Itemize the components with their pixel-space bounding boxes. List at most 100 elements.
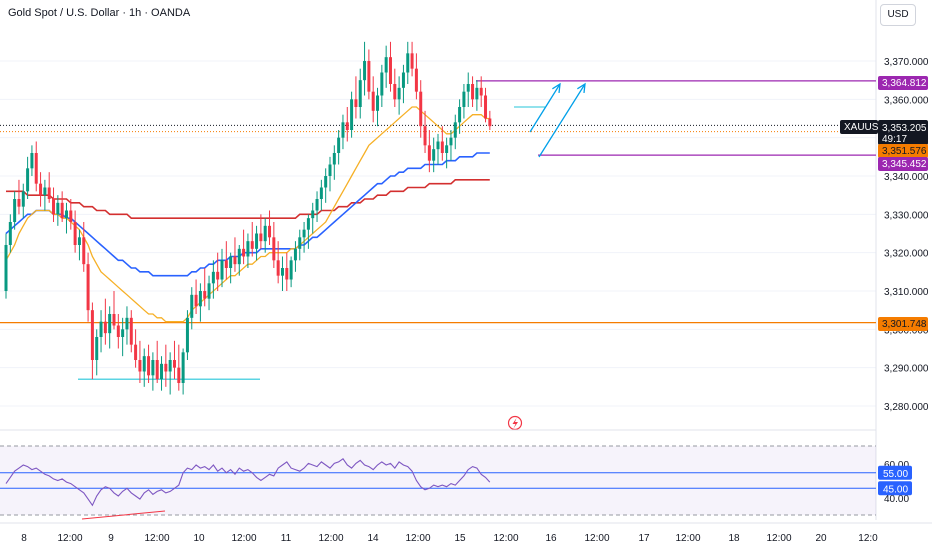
candle-body <box>198 290 202 307</box>
candle-body <box>484 95 488 119</box>
candle <box>488 110 492 130</box>
candle <box>298 229 302 261</box>
candle-body <box>168 359 172 372</box>
candle <box>401 64 405 104</box>
candle <box>17 179 21 215</box>
candle <box>250 221 254 257</box>
candle-body <box>77 237 81 245</box>
candle <box>8 214 12 253</box>
candle <box>479 76 483 107</box>
time-tick-label: 17 <box>638 533 650 544</box>
candle <box>285 252 289 291</box>
candle <box>475 80 479 111</box>
candle <box>112 290 116 330</box>
candle <box>47 172 51 203</box>
candle <box>77 229 81 261</box>
price-tick-label: 3,280.000 <box>884 402 929 413</box>
candle <box>168 352 172 395</box>
candle-body <box>151 359 155 376</box>
candle-body <box>47 187 51 199</box>
candle-body <box>354 99 358 107</box>
candle <box>99 310 103 353</box>
candle-body <box>13 198 17 222</box>
candle-body <box>73 221 77 245</box>
candle <box>332 145 336 180</box>
candle-body <box>406 53 410 73</box>
candle <box>440 126 444 161</box>
candle-body <box>388 57 392 84</box>
candle <box>363 41 367 96</box>
time-tick-label: 12:00 <box>584 533 609 544</box>
candle <box>276 241 280 284</box>
rsi-band <box>0 446 876 515</box>
candle-body <box>268 225 272 238</box>
candle-body <box>423 126 427 146</box>
candle <box>350 91 354 138</box>
candle <box>216 252 220 291</box>
candle <box>203 267 207 307</box>
time-tick-label: 12:00 <box>318 533 343 544</box>
price-tick-label: 3,320.000 <box>884 249 929 260</box>
candle <box>354 76 358 119</box>
currency-button[interactable]: USD <box>880 4 916 26</box>
candle-body <box>462 91 466 107</box>
candle <box>103 298 107 345</box>
support-badge: 3,345.452 <box>882 159 927 170</box>
rsi-tick-label: 40.00 <box>884 494 909 505</box>
candle <box>462 83 466 119</box>
candle-body <box>185 317 189 353</box>
candle <box>151 352 155 391</box>
candle-body <box>108 313 112 334</box>
candle-body <box>276 260 280 276</box>
candle-body <box>43 187 47 196</box>
candle <box>358 68 362 119</box>
candle <box>220 248 224 288</box>
candle-body <box>324 175 328 188</box>
price-tick-label: 3,310.000 <box>884 287 929 298</box>
time-tick-label: 12:00 <box>231 533 256 544</box>
candle <box>43 179 47 211</box>
candle-body <box>280 267 284 276</box>
candle-body <box>21 191 25 207</box>
candle <box>341 114 345 150</box>
candle <box>129 310 133 353</box>
candle <box>324 168 328 203</box>
candle <box>315 191 319 222</box>
candle-body <box>95 336 99 360</box>
candle <box>90 302 94 380</box>
candle-body <box>393 83 397 100</box>
candle <box>121 317 125 357</box>
candle-body <box>125 317 129 330</box>
candle <box>233 237 237 272</box>
candle <box>289 256 293 288</box>
candle-body <box>289 260 293 280</box>
candle <box>484 87 488 123</box>
rsi-low-badge-bg <box>878 481 912 496</box>
candle-body <box>302 229 306 238</box>
candle <box>319 179 323 211</box>
candle-body <box>60 202 64 219</box>
rsi-low-badge: 45.00 <box>883 484 908 495</box>
candle <box>371 76 375 123</box>
candle-body <box>466 83 470 92</box>
candle <box>242 229 246 265</box>
candle-body <box>56 202 60 215</box>
candle-body <box>445 145 449 153</box>
symbol-badge: XAUUSD <box>844 122 886 133</box>
time-tick-label: 12:00 <box>675 533 700 544</box>
candle-body <box>229 256 233 268</box>
candle <box>445 137 449 169</box>
candle-body <box>358 80 362 107</box>
candle-body <box>475 87 479 100</box>
time-tick-label: 12:0 <box>858 533 878 544</box>
candle-body <box>116 325 120 337</box>
candle-body <box>147 356 151 376</box>
candle-body <box>384 57 388 73</box>
candle <box>328 156 332 192</box>
candle-body <box>479 87 483 96</box>
candle-body <box>121 329 125 337</box>
price-tick-label: 3,370.000 <box>884 57 929 68</box>
